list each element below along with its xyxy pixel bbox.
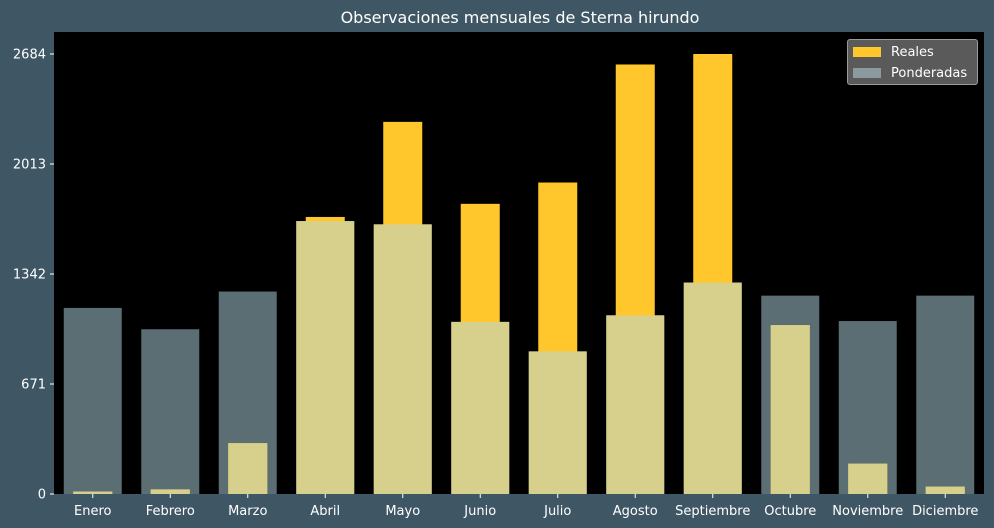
x-tick-label: Diciembre: [912, 504, 978, 519]
x-tick-label: Junio: [463, 504, 496, 519]
legend-label-reales: Reales: [891, 44, 934, 60]
bar-overlap: [770, 325, 810, 494]
bar-overlap: [228, 443, 268, 494]
bar-overlap: [848, 463, 888, 494]
plot-area: [54, 32, 984, 494]
x-tick-label: Mayo: [385, 504, 420, 519]
y-tick-label: 1342: [13, 268, 46, 283]
bar-overlap: [528, 351, 587, 494]
legend-item-ponderadas: Ponderadas: [853, 65, 967, 81]
y-tick-label: 2013: [13, 158, 46, 173]
x-tick-label: Febrero: [146, 504, 195, 519]
x-tick-label: Marzo: [228, 504, 267, 519]
y-tick-label: 0: [38, 488, 46, 503]
x-tick-label: Abril: [310, 504, 340, 519]
x-tick-label: Noviembre: [832, 504, 903, 519]
chart-title: Observaciones mensuales de Sterna hirund…: [340, 8, 700, 27]
legend-swatch-reales: [853, 47, 881, 57]
bar-ponderadas: [63, 307, 122, 494]
y-tick-label: 671: [21, 378, 46, 393]
bar-overlap: [296, 221, 355, 494]
x-tick-label: Julio: [543, 504, 571, 519]
bar-overlap: [683, 282, 742, 494]
x-tick-label: Octubre: [764, 504, 816, 519]
bar-overlap: [451, 321, 510, 494]
bar-ponderadas: [916, 295, 975, 494]
bar-overlap: [150, 489, 190, 494]
x-axis: Enero Febrero Marzo Abril Mayo Junio Julio Agos…: [74, 494, 978, 519]
series-overlap: [73, 221, 965, 494]
x-tick-label: Septiembre: [675, 504, 750, 519]
legend: Reales Ponderadas: [847, 39, 978, 85]
x-tick-label: Agosto: [613, 504, 658, 519]
bar-overlap: [925, 486, 965, 494]
legend-label-ponderadas: Ponderadas: [891, 65, 968, 81]
legend-item-reales: Reales: [853, 44, 934, 60]
bar-overlap: [606, 315, 665, 494]
y-axis: 0 671 1342 2013 2684: [13, 48, 54, 503]
legend-swatch-ponderadas: [853, 68, 881, 78]
x-tick-label: Enero: [74, 504, 112, 519]
bar-overlap: [73, 491, 113, 494]
bar-ponderadas: [141, 329, 200, 494]
bar-overlap: [373, 224, 432, 494]
y-tick-label: 2684: [13, 48, 46, 63]
